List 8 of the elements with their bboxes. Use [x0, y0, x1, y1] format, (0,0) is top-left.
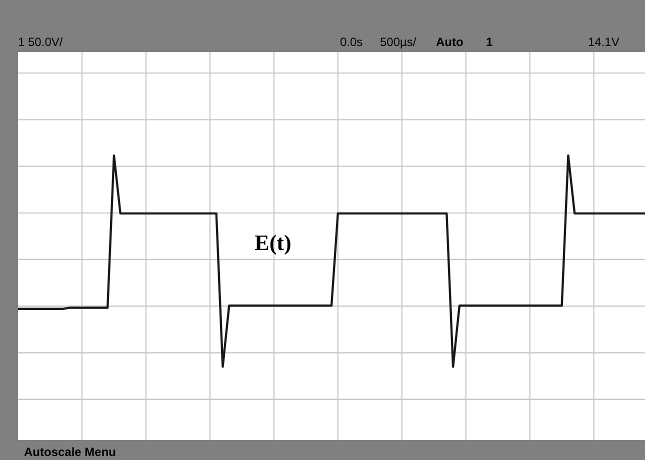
text: Auto: [436, 35, 464, 49]
text: 1: [486, 35, 493, 49]
text: Autoscale Menu: [24, 445, 116, 459]
text: 1 50.0V/: [18, 35, 64, 49]
text: 14.1V: [588, 35, 620, 49]
series-label: E(t): [254, 230, 292, 255]
text: 0.0s: [340, 35, 363, 49]
text: 500µs/: [380, 35, 417, 49]
